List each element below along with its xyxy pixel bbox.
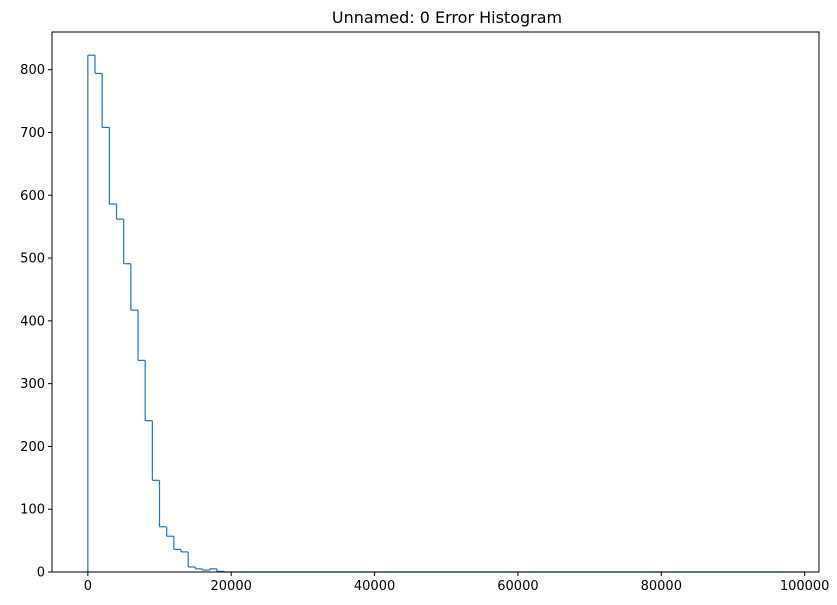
y-tick-label: 300	[20, 377, 45, 392]
x-tick-label: 80000	[641, 579, 682, 594]
y-tick-label: 100	[20, 503, 45, 518]
y-tick-label: 400	[20, 314, 45, 329]
y-tick-label: 700	[20, 126, 45, 141]
y-tick-label: 600	[20, 189, 45, 204]
y-axis: 0 100 200 300 400 500 600 700 800	[20, 63, 52, 581]
x-tick-label: 20000	[211, 579, 252, 594]
x-tick-label: 60000	[497, 579, 538, 594]
x-axis: 0 20000 40000 60000 80000 100000	[84, 572, 830, 594]
x-tick-label: 0	[84, 579, 92, 594]
y-tick-label: 200	[20, 440, 45, 455]
chart-title: Unnamed: 0 Error Histogram	[332, 8, 562, 27]
y-tick-label: 500	[20, 252, 45, 267]
x-tick-label: 100000	[780, 579, 830, 594]
y-tick-label: 0	[37, 566, 45, 581]
y-tick-label: 800	[20, 63, 45, 78]
axes-frame	[51, 31, 820, 573]
x-tick-label: 40000	[354, 579, 395, 594]
